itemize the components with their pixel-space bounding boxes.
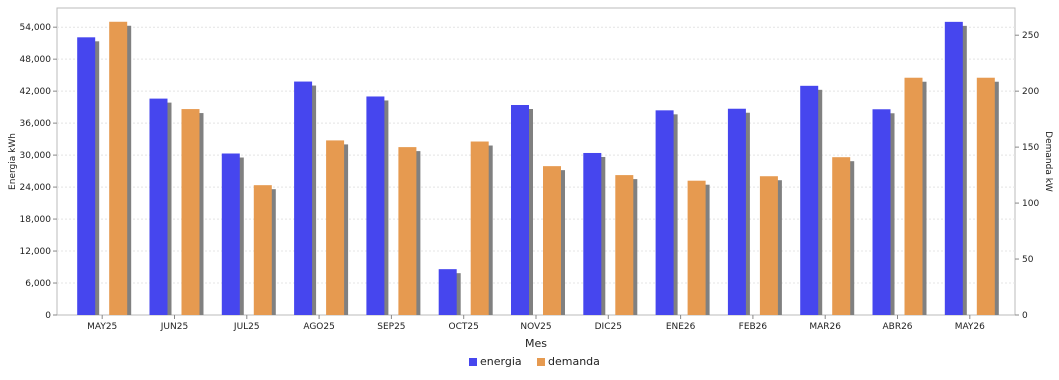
bar-energia bbox=[727, 108, 746, 315]
bar-demanda bbox=[181, 109, 200, 315]
legend-label-demanda: demanda bbox=[548, 355, 600, 368]
y-axis-title-right: Demanda kW bbox=[1043, 131, 1053, 192]
x-tick-label: MAY26 bbox=[955, 322, 985, 332]
bar-energia bbox=[149, 98, 168, 315]
x-tick-label: ENE26 bbox=[666, 322, 696, 332]
bar-energia bbox=[511, 105, 529, 315]
bar-demanda bbox=[832, 157, 851, 315]
bar-demanda bbox=[687, 180, 706, 315]
y-tick-label: 54,000 bbox=[20, 23, 52, 33]
bar-energia bbox=[583, 152, 602, 315]
y-tick-label: 18,000 bbox=[20, 215, 52, 225]
bars bbox=[77, 21, 999, 316]
y2-tick-label: 0 bbox=[1022, 311, 1028, 321]
x-tick-label: AGO25 bbox=[303, 322, 335, 332]
bar-demanda bbox=[976, 77, 995, 315]
bar-energia bbox=[800, 85, 819, 315]
bar-energia bbox=[438, 269, 457, 315]
y2-tick-label: 250 bbox=[1022, 31, 1039, 41]
bar-demanda bbox=[326, 140, 345, 315]
x-tick-label: DIC25 bbox=[595, 322, 622, 332]
bar-demanda bbox=[398, 147, 417, 315]
x-tick-label: FEB26 bbox=[739, 322, 768, 332]
x-tick-label: MAR26 bbox=[809, 322, 841, 332]
x-tick-label: JUL25 bbox=[233, 322, 260, 332]
y-axis-title-left: Energia kWh bbox=[8, 133, 18, 190]
bar-demanda bbox=[470, 141, 489, 315]
legend-swatch-demanda bbox=[537, 358, 545, 366]
legend-swatch-energia bbox=[469, 358, 477, 366]
bar-energia bbox=[77, 37, 96, 315]
y-tick-label: 42,000 bbox=[20, 87, 52, 97]
bar-demanda bbox=[109, 21, 128, 315]
bar-energia bbox=[221, 153, 240, 315]
y-tick-label: 24,000 bbox=[20, 183, 52, 193]
y-tick-label: 0 bbox=[45, 311, 51, 321]
bar-demanda bbox=[253, 185, 272, 315]
x-tick-label: SEP25 bbox=[377, 322, 405, 332]
x-tick-label: NOV25 bbox=[520, 322, 551, 332]
legend-label-energia: energia bbox=[480, 355, 522, 368]
legend: energia demanda bbox=[469, 355, 600, 368]
x-tick-label: ABR26 bbox=[882, 322, 912, 332]
x-tick-label: JUN25 bbox=[160, 322, 188, 332]
x-tick-label: OCT25 bbox=[449, 322, 479, 332]
bar-energia bbox=[655, 110, 674, 315]
bar-energia bbox=[944, 21, 963, 316]
y-tick-label: 6,000 bbox=[25, 279, 51, 289]
axes: 0 6,000 12,000 18,000 24,000 30,000 36,000 42,0… bbox=[20, 23, 1040, 332]
bar-energia bbox=[366, 96, 385, 315]
y-tick-label: 30,000 bbox=[20, 151, 52, 161]
y2-tick-label: 50 bbox=[1022, 255, 1034, 265]
y-tick-label: 12,000 bbox=[20, 247, 52, 257]
x-axis-title: Mes bbox=[525, 337, 547, 350]
y2-tick-label: 100 bbox=[1022, 199, 1039, 209]
y-tick-label: 36,000 bbox=[20, 119, 52, 129]
x-tick-label: MAY25 bbox=[87, 322, 117, 332]
y2-tick-label: 200 bbox=[1022, 87, 1039, 97]
y2-tick-label: 150 bbox=[1022, 143, 1039, 153]
bar-demanda bbox=[615, 175, 634, 315]
y-tick-label: 48,000 bbox=[20, 55, 52, 65]
plot-area bbox=[56, 7, 1016, 316]
bar-demanda bbox=[543, 166, 561, 315]
bar-demanda bbox=[759, 176, 778, 315]
bar-energia bbox=[872, 109, 891, 315]
bar-demanda bbox=[904, 77, 923, 315]
bar-energia bbox=[294, 81, 313, 315]
